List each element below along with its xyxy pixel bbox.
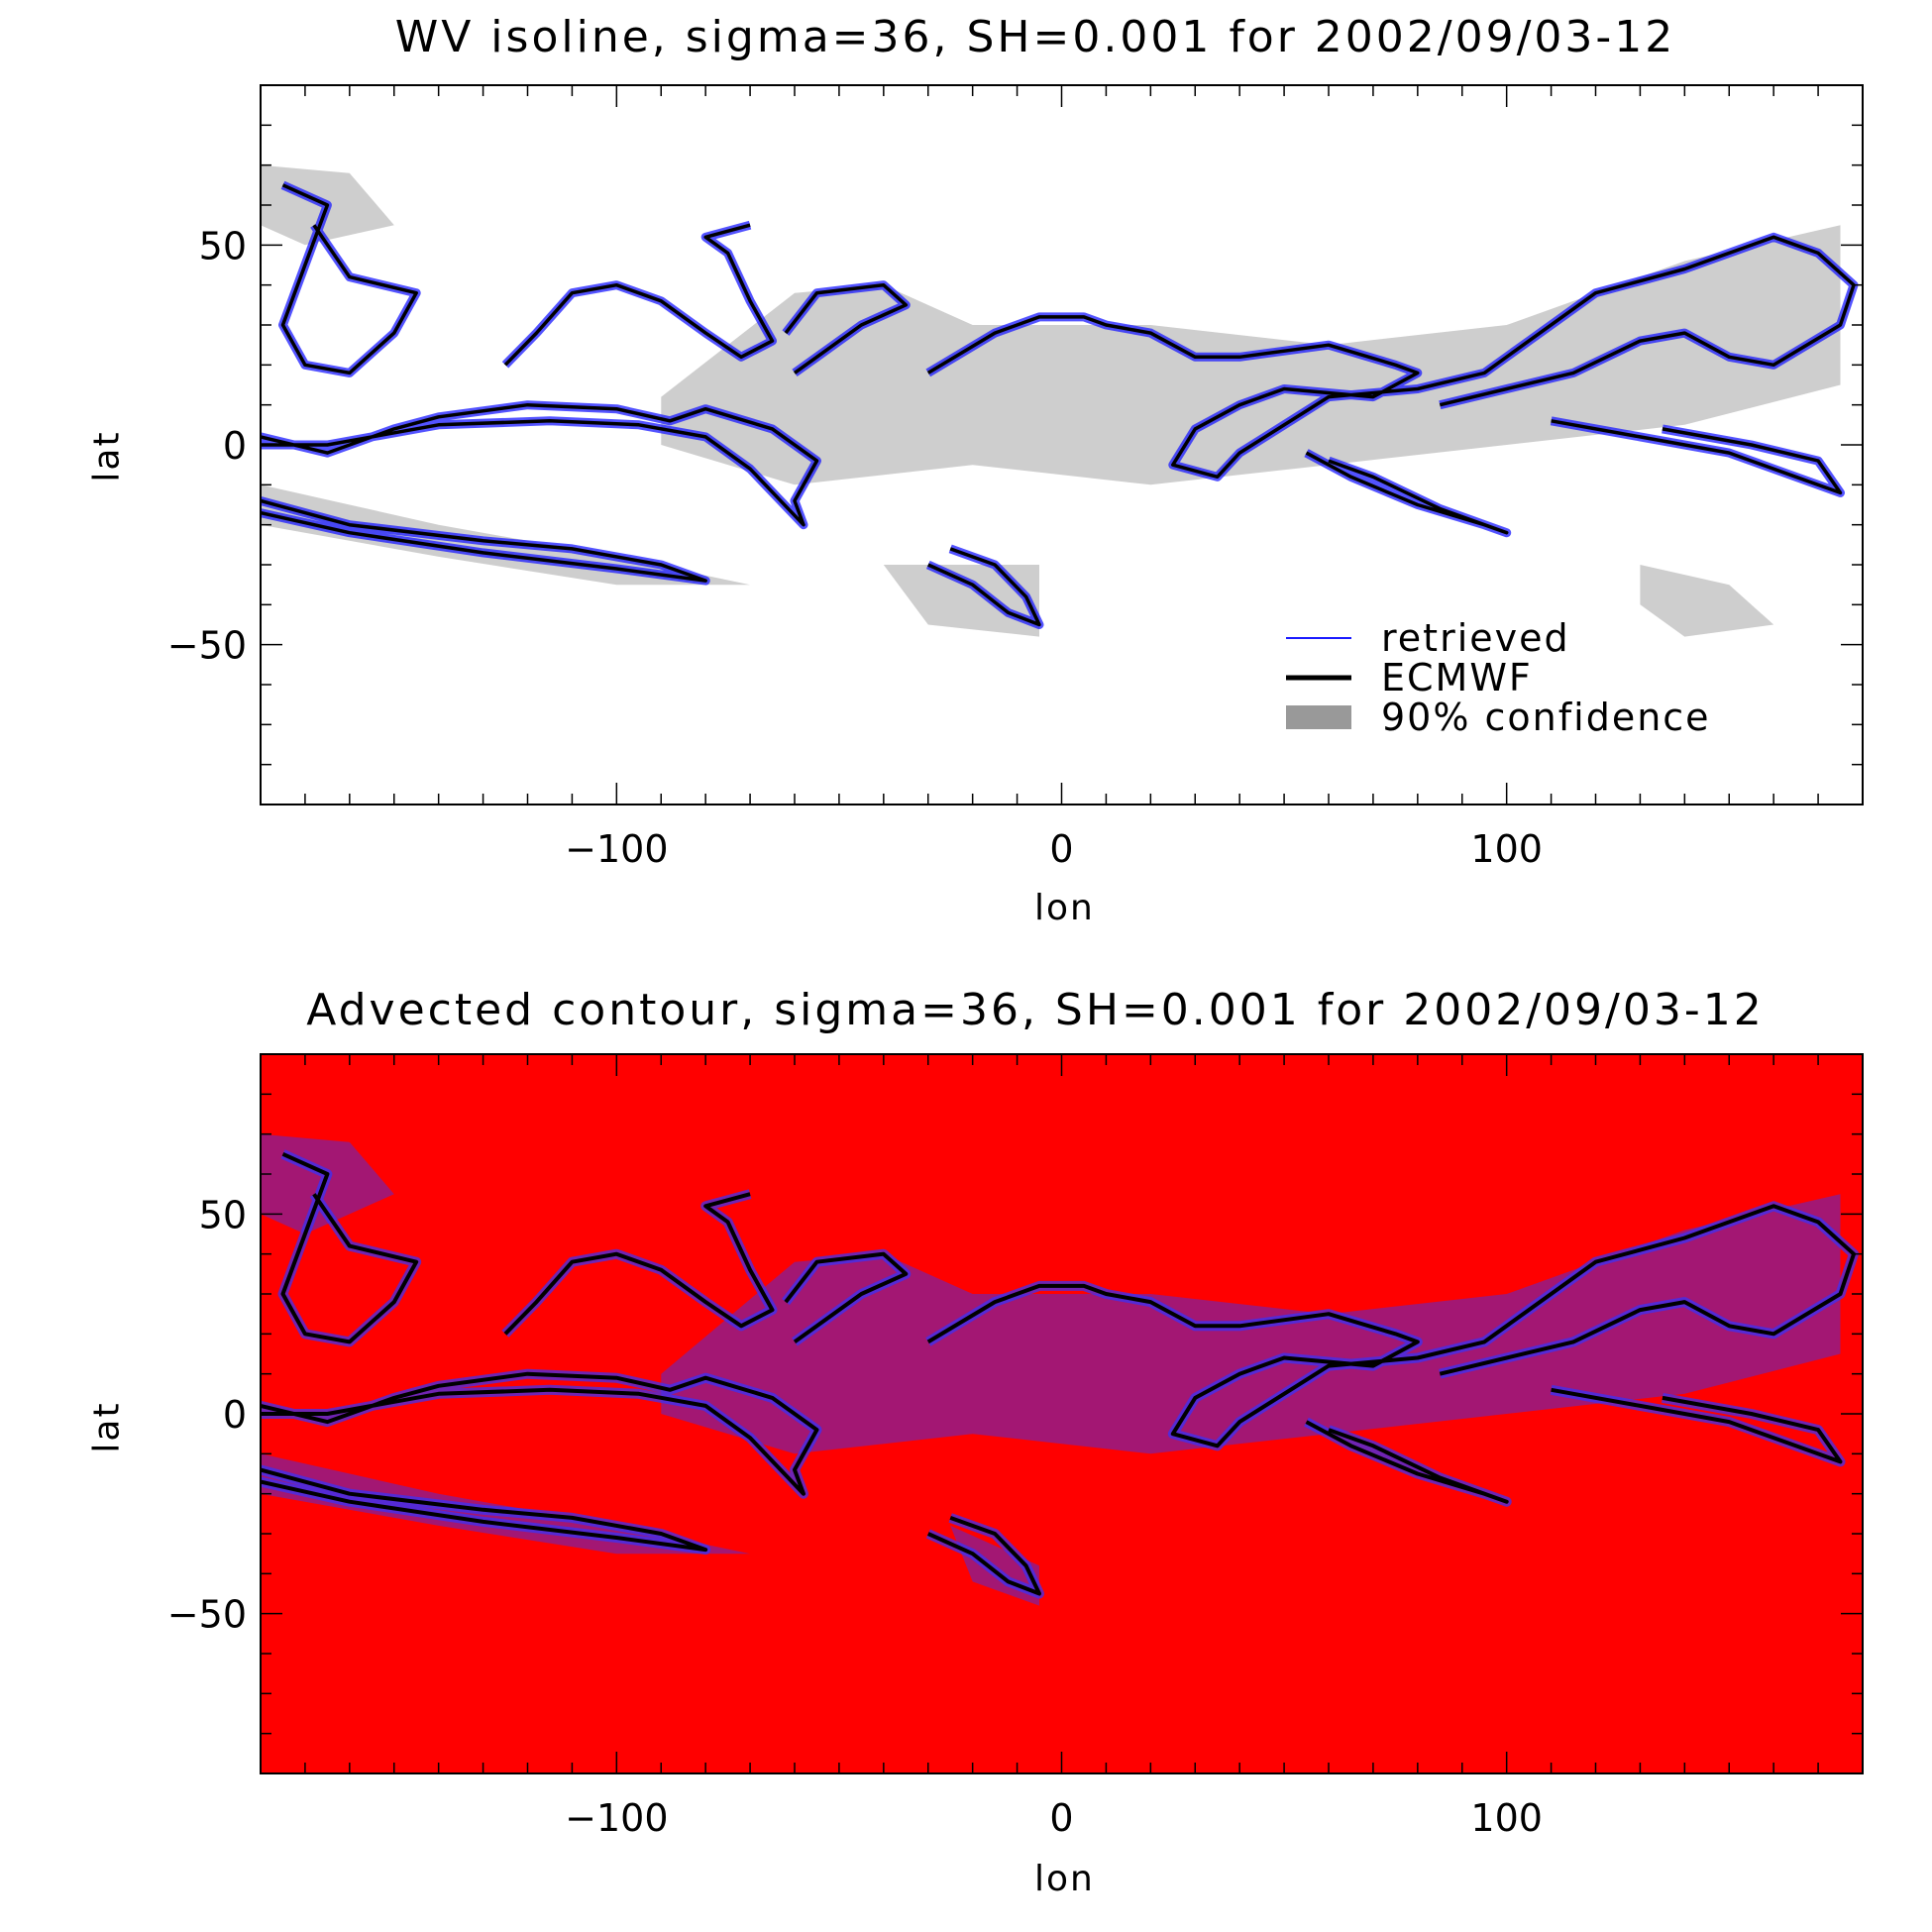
x-tick-label: 0 <box>1049 1796 1073 1840</box>
top-map-layers <box>261 164 1859 637</box>
ecmwf-contour <box>927 547 1041 627</box>
confidence-region <box>1640 565 1774 637</box>
ecmwf-contour <box>261 498 707 583</box>
ecmwf-contour <box>503 223 775 367</box>
advected-contour <box>926 1204 1856 1449</box>
x-tick-label: 100 <box>1470 1796 1543 1840</box>
x-tick-label: 0 <box>1049 827 1073 871</box>
x-tick-label: 100 <box>1470 827 1543 871</box>
advected-contour <box>503 1192 775 1336</box>
legend-swatch-confidence <box>1286 705 1351 729</box>
x-tick-label: −100 <box>565 1796 668 1840</box>
ecmwf-contour <box>1551 419 1843 495</box>
advected-contour <box>1551 1387 1843 1464</box>
ecmwf-contour <box>926 235 1856 480</box>
confidence-region <box>883 565 1039 637</box>
bottom-x-axis-label: lon <box>1034 1859 1095 1899</box>
legend-label: ECMWF <box>1381 656 1533 699</box>
advected-contour <box>926 1516 1041 1596</box>
advected-contour <box>1305 1420 1509 1504</box>
y-tick-label: 50 <box>199 1193 247 1236</box>
bottom-map-layers <box>261 1133 1859 1606</box>
advected-contour <box>784 1251 909 1344</box>
top-panel-title: WV isoline, sigma=36, SH=0.001 for 2002/… <box>394 12 1676 62</box>
legend-label: 90% confidence <box>1381 696 1711 739</box>
y-tick-label: 50 <box>199 224 247 268</box>
bottom-panel-title: Advected contour, sigma=36, SH=0.001 for… <box>306 985 1765 1035</box>
ecmwf-contour <box>280 183 418 376</box>
bottom-map-background <box>261 1054 1863 1773</box>
y-tick-label: 0 <box>223 424 247 468</box>
advected-contour <box>261 1467 708 1553</box>
y-tick-label: −50 <box>167 1593 247 1637</box>
advected-contour <box>280 1151 419 1344</box>
advected-contour <box>261 1371 819 1496</box>
ecmwf-contour <box>784 282 909 375</box>
y-tick-label: 0 <box>223 1393 247 1437</box>
ecmwf-contour <box>261 402 819 527</box>
ecmwf-contour <box>1305 451 1509 535</box>
y-tick-label: −50 <box>167 624 247 668</box>
top-x-axis-label: lon <box>1034 888 1095 928</box>
legend-label: retrieved <box>1381 616 1570 660</box>
bottom-map-panel: −100 0 100 −50 0 50 <box>167 1053 1864 1840</box>
x-tick-label: −100 <box>565 827 668 871</box>
